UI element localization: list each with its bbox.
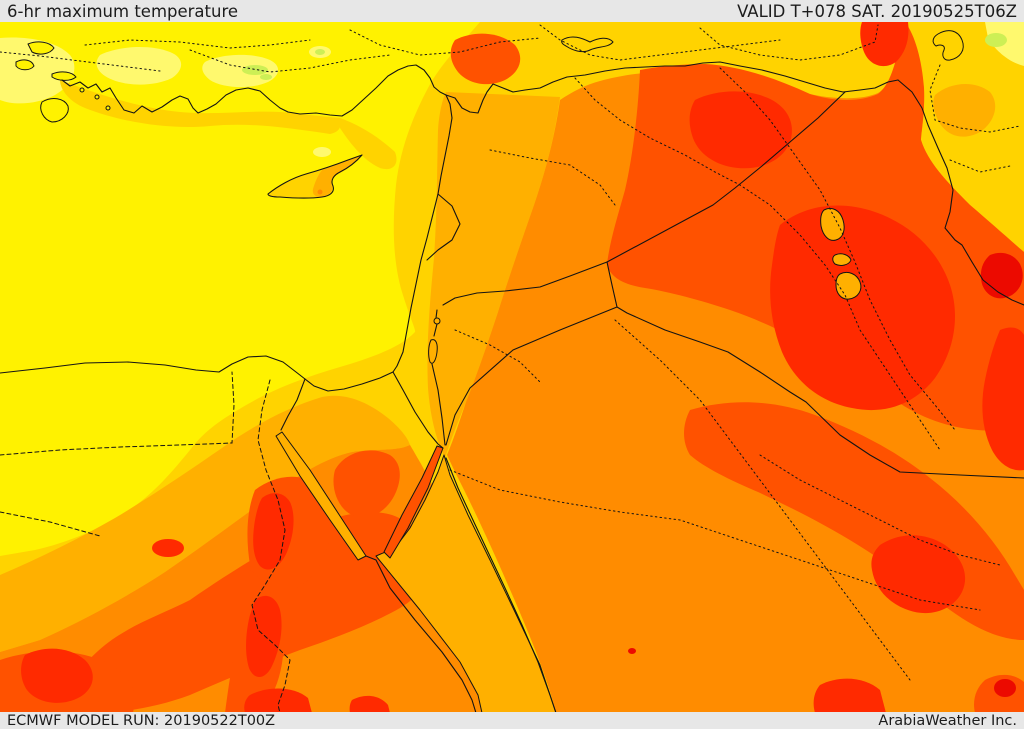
- israel-egypt-border: [392, 371, 444, 449]
- footer-bar: ECMWF MODEL RUN: 20190522T00Z ArabiaWeat…: [0, 712, 1024, 729]
- ataturk-reservoir: [561, 36, 614, 53]
- turkey-syria-border: [445, 61, 899, 114]
- red-sea: [275, 431, 557, 712]
- cyprus: [267, 154, 363, 199]
- red-sea-west-coast: [365, 555, 477, 712]
- syria-jordan-border: [442, 261, 608, 306]
- nile-river: [251, 379, 291, 712]
- sea-of-galilee: [433, 317, 441, 325]
- lake-razazza: [835, 271, 862, 300]
- lake-tharthar: [820, 207, 845, 241]
- aegean-islands: [15, 41, 111, 123]
- lake-habbaniyah: [832, 253, 852, 266]
- dead-sea: [428, 339, 438, 364]
- suez-canal: [280, 378, 306, 431]
- jordan-saudi-border: [445, 306, 618, 446]
- lake-urmia: [932, 30, 964, 61]
- jordan-river-araba: [431, 309, 446, 446]
- gulf-of-aqaba: [383, 445, 444, 559]
- valid-time-label: VALID T+078 SAT. 20190525T06Z: [737, 1, 1017, 21]
- gulf-of-suez: [275, 431, 367, 561]
- lakes: [428, 30, 964, 364]
- jordan-iraq-saudi-borders: [606, 261, 1024, 479]
- model-run-label: ECMWF MODEL RUN: 20190522T00Z: [7, 712, 276, 729]
- syria-iraq-border: [606, 91, 846, 263]
- iran-iraq-border: [897, 79, 1024, 306]
- amber-bands: [0, 84, 996, 652]
- admin-boundaries-dotted: [0, 24, 1021, 712]
- attribution-label: ArabiaWeather Inc.: [878, 712, 1017, 729]
- temperature-map: [0, 22, 1024, 712]
- turkey-levant-egypt-coast: [0, 64, 453, 392]
- lebanon-syria-border: [426, 193, 461, 261]
- coastlines-and-borders: [0, 61, 1024, 712]
- red-sea-east-coast: [445, 457, 557, 712]
- header-bar: 6-hr maximum temperature VALID T+078 SAT…: [0, 0, 1024, 22]
- map-title: 6-hr maximum temperature: [7, 1, 239, 21]
- red-cores: [21, 22, 1024, 712]
- gold-coastal-band: [60, 80, 397, 170]
